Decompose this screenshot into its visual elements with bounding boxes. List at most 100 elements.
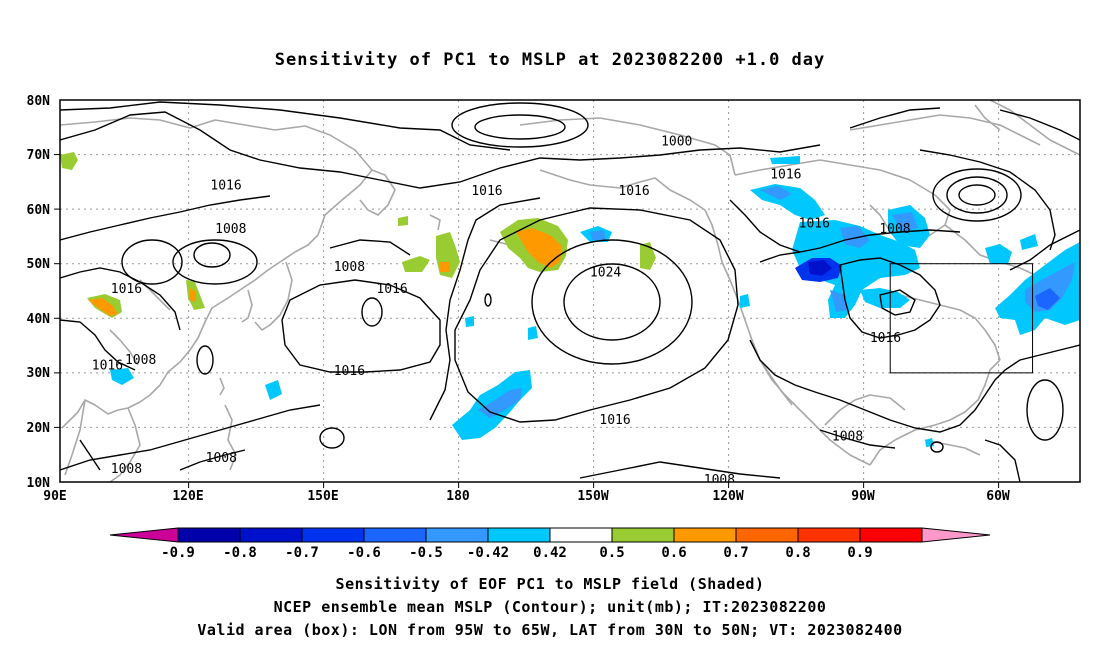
colorbar-label: -0.9 [161, 545, 195, 561]
map-title: Sensitivity of PC1 to MSLP at 2023082200… [274, 50, 826, 70]
colorbar-label: 0.42 [533, 545, 567, 561]
lat-label: 10N [27, 476, 51, 491]
contour-label: 1008 [704, 473, 735, 488]
shade-positive [60, 152, 78, 170]
lat-label: 30N [27, 366, 51, 381]
shade-negative [465, 316, 474, 327]
lat-label: 70N [27, 148, 51, 163]
colorbar-label: 0.5 [599, 545, 624, 561]
lat-label: 60N [27, 203, 51, 218]
lon-label: 180 [446, 489, 470, 504]
colorbar-label: -0.42 [467, 545, 509, 561]
colorbar-swatch [425, 527, 489, 543]
shade-positive [640, 242, 656, 270]
colorbar-swatch [549, 527, 613, 543]
colorbar-swatch [797, 527, 861, 543]
plot-frame [59, 99, 1081, 483]
colorbar-label: -0.8 [223, 545, 257, 561]
lon-label: 120E [172, 489, 203, 504]
contour-label: 1008 [215, 222, 246, 237]
shade-positive [402, 256, 430, 272]
colorbar-swatch [363, 527, 427, 543]
colorbar-label: 0.7 [723, 545, 748, 561]
valid-area-box [889, 263, 1034, 374]
contour-label: 1016 [471, 184, 502, 199]
colorbar-label: -0.5 [409, 545, 443, 561]
shade-negative-strong [590, 230, 606, 240]
colorbar-high-triangle [921, 527, 991, 543]
lon-label: 150E [307, 489, 338, 504]
caption-line-1: Sensitivity of EOF PC1 to MSLP field (Sh… [335, 575, 765, 593]
shade-negative-core [808, 260, 832, 276]
colorbar-swatch [239, 527, 303, 543]
colorbar-label: 0.9 [847, 545, 872, 561]
lat-label: 50N [27, 257, 51, 272]
shade-negative [110, 368, 134, 385]
colorbar-label: -0.7 [285, 545, 319, 561]
contour-label: 1016 [376, 282, 407, 297]
lat-label: 40N [27, 312, 51, 327]
shade-positive-strong [88, 298, 118, 316]
colorbar-label: 0.6 [661, 545, 686, 561]
contour-label: 1016 [870, 331, 901, 346]
shade-negative [265, 380, 282, 400]
lon-label: 90E [43, 489, 66, 504]
colorbar-label: -0.6 [347, 545, 381, 561]
contour-label: 1016 [618, 184, 649, 199]
lon-axis: 90E 120E 150E 180 150W 120W 90W 60W [43, 489, 1010, 504]
colorbar-swatch [177, 527, 241, 543]
shade-negative-core [1035, 288, 1060, 310]
shade-positive-strong [440, 262, 450, 272]
shade-negative-strong [830, 290, 848, 312]
contour-label: 1000 [661, 135, 692, 150]
lon-label: 60W [986, 489, 1010, 504]
shade-negative [860, 288, 910, 308]
colorbar-low-triangle [109, 527, 179, 543]
colorbar-swatch [735, 527, 799, 543]
contour-label: 1016 [334, 364, 365, 379]
colorbar-swatch [859, 527, 923, 543]
contour-label: 1016 [210, 178, 241, 193]
shade-negative-strong [840, 226, 870, 248]
contour-label: 1008 [111, 462, 142, 477]
contour-label: 1008 [206, 451, 237, 466]
contour-label: 1016 [599, 413, 630, 428]
contour-label: 1016 [770, 167, 801, 182]
plot-area [60, 100, 1080, 482]
caption-line-2: NCEP ensemble mean MSLP (Contour); unit(… [273, 598, 827, 616]
lon-label: 150W [577, 489, 608, 504]
colorbar-swatch [487, 527, 551, 543]
shade-negative [528, 326, 538, 340]
shade-negative [985, 244, 1012, 264]
mslp-contours [60, 101, 1080, 482]
lon-label: 120W [712, 489, 743, 504]
lat-label: 80N [27, 94, 51, 109]
lat-label: 20N [27, 421, 51, 436]
shade-negative-strong [892, 212, 918, 232]
lat-axis: 80N 70N 60N 50N 40N 30N 20N 10N [27, 94, 51, 491]
shade-negative-strong [760, 186, 792, 200]
colorbar-label: 0.8 [785, 545, 810, 561]
colorbar-swatch [301, 527, 365, 543]
contour-label: 1016 [799, 217, 830, 232]
contour-label: 1008 [125, 353, 156, 368]
contour-label: 1016 [92, 358, 123, 373]
shade-positive-strong [516, 228, 562, 268]
shade-negative [792, 220, 920, 318]
caption-line-3: Valid area (box): LON from 95W to 65W, L… [197, 621, 903, 639]
contour-label: 1016 [111, 282, 142, 297]
contour-label: 1024 [590, 266, 621, 281]
shade-negative [740, 294, 750, 308]
shade-positive [398, 216, 408, 226]
contour-label: 1008 [334, 260, 365, 275]
colorbar-swatch [673, 527, 737, 543]
shade-negative [1020, 234, 1038, 250]
colorbar [109, 527, 991, 543]
lon-label: 90W [851, 489, 875, 504]
colorbar-swatch [611, 527, 675, 543]
shade-negative [770, 156, 800, 164]
contour-label: 1008 [879, 222, 910, 237]
colorbar-labels: -0.9 -0.8 -0.7 -0.6 -0.5 -0.42 0.42 0.5 0.6 0.7 0.… [161, 545, 873, 561]
